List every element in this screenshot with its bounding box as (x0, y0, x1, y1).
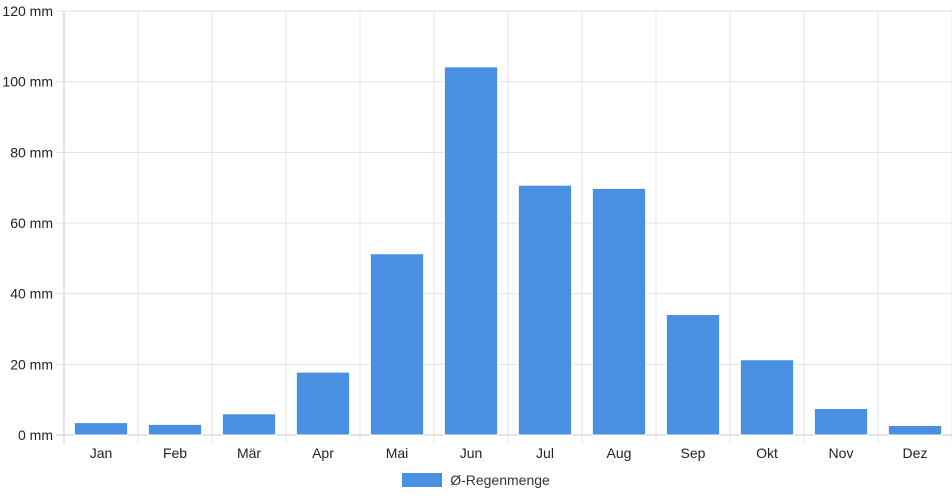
bar-okt[interactable] (739, 359, 795, 436)
x-tick-label: Jun (460, 445, 483, 461)
x-tick-label: Sep (681, 445, 706, 461)
rainfall-bar-chart: 0 mm 20 mm 40 mm 60 mm 80 mm 100 mm 120 mm Jan F… (2, 3, 952, 461)
x-tick-label: Mai (386, 445, 409, 461)
y-tick-label: 80 mm (10, 144, 53, 160)
chart-legend[interactable]: Ø-Regenmenge (0, 472, 952, 488)
bar-jan[interactable] (73, 422, 129, 436)
x-tick-label: Apr (312, 445, 334, 461)
bar-feb[interactable] (147, 423, 203, 436)
x-tick-label: Mär (237, 445, 261, 461)
bar-apr[interactable] (295, 371, 351, 436)
y-tick-label: 120 mm (2, 3, 53, 19)
bar-nov[interactable] (813, 408, 869, 436)
y-tick-label: 40 mm (10, 286, 53, 302)
bar-mai[interactable] (369, 253, 425, 436)
y-tick-label: 60 mm (10, 215, 53, 231)
x-tick-label: Okt (756, 445, 778, 461)
bar-sep[interactable] (665, 314, 721, 436)
x-tick-label: Feb (163, 445, 187, 461)
bar-layer (73, 66, 943, 436)
x-tick-label: Jul (536, 445, 554, 461)
y-tick-label: 20 mm (10, 356, 53, 372)
legend-label: Ø-Regenmenge (450, 472, 550, 488)
y-tick-label: 100 mm (2, 74, 53, 90)
x-tick-label: Dez (903, 445, 928, 461)
bar-aug[interactable] (591, 187, 647, 436)
bar-dez[interactable] (887, 424, 943, 436)
x-tick-label: Aug (607, 445, 632, 461)
bar-mär[interactable] (221, 413, 277, 436)
bar-jul[interactable] (517, 184, 573, 436)
bar-jun[interactable] (443, 66, 499, 436)
legend-swatch (402, 473, 443, 487)
y-tick-label: 0 mm (18, 427, 53, 443)
x-tick-label: Jan (90, 445, 113, 461)
x-tick-label: Nov (829, 445, 854, 461)
grid-layer (56, 10, 952, 443)
label-layer: 0 mm 20 mm 40 mm 60 mm 80 mm 100 mm 120 mm Jan F… (2, 3, 927, 461)
